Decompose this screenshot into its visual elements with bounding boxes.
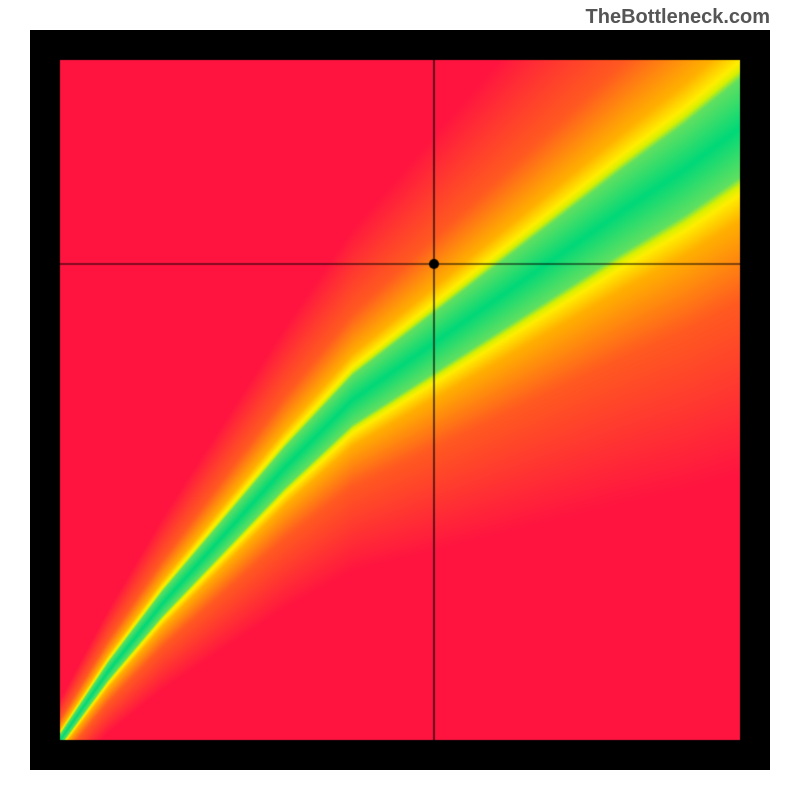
- chart-container: TheBottleneck.com: [0, 0, 800, 800]
- bottleneck-heatmap: [30, 30, 770, 770]
- watermark-text: TheBottleneck.com: [586, 6, 770, 29]
